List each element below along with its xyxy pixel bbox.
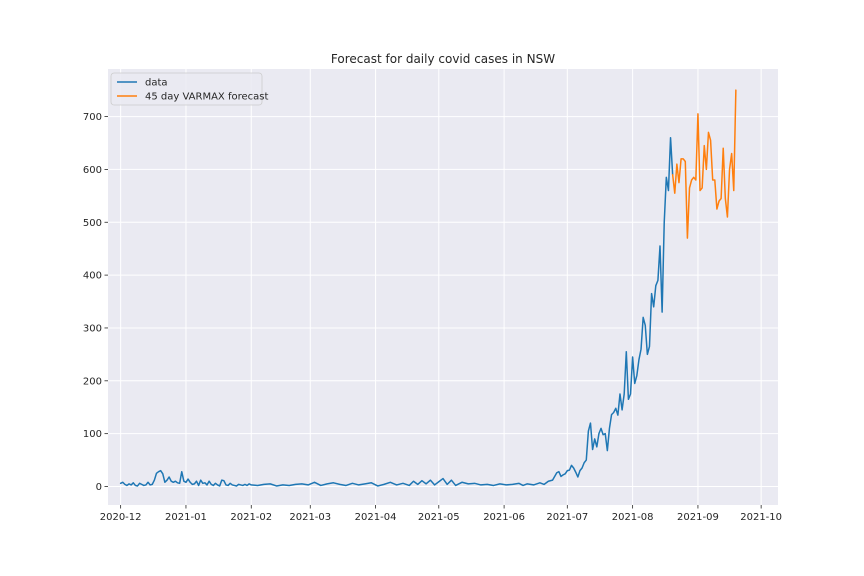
legend: data 45 day VARMAX forecast xyxy=(110,72,268,106)
y-tick-label: 600 xyxy=(83,165,102,176)
x-tick-label: 2021-09 xyxy=(677,512,719,523)
x-tick-label: 2021-06 xyxy=(483,512,525,523)
plot-area xyxy=(108,69,778,505)
y-tick-label: 500 xyxy=(83,218,102,229)
x-axis: 2020-12 2021-01 2021-02 2021-03 2021-04 2021-… xyxy=(100,505,782,523)
y-tick-label: 300 xyxy=(83,323,102,334)
x-tick-label: 2020-12 xyxy=(100,512,142,523)
legend-box xyxy=(110,72,263,106)
x-tick-label: 2021-07 xyxy=(546,512,588,523)
y-tick-label: 400 xyxy=(83,271,102,282)
y-tick-label: 700 xyxy=(83,112,102,123)
x-tick-label: 2021-01 xyxy=(165,512,207,523)
legend-label-forecast: 45 day VARMAX forecast xyxy=(145,92,268,103)
x-tick-label: 2021-08 xyxy=(612,512,654,523)
y-tick-label: 100 xyxy=(83,429,102,440)
series-line-data xyxy=(119,136,674,487)
x-tick-label: 2021-02 xyxy=(230,512,272,523)
series-layer xyxy=(119,89,737,487)
x-tick-label: 2021-10 xyxy=(740,512,782,523)
y-tick-label: 0 xyxy=(96,482,102,493)
y-axis: 0 100 200 300 400 500 600 700 xyxy=(83,112,108,493)
series-line-forecast xyxy=(671,89,737,239)
x-tick-label: 2021-04 xyxy=(355,512,397,523)
y-tick-label: 200 xyxy=(83,376,102,387)
chart-title: Forecast for daily covid cases in NSW xyxy=(331,52,555,66)
legend-label-data: data xyxy=(145,78,168,89)
x-tick-label: 2021-05 xyxy=(418,512,460,523)
x-tick-label: 2021-03 xyxy=(289,512,331,523)
grid-lines xyxy=(108,69,778,505)
